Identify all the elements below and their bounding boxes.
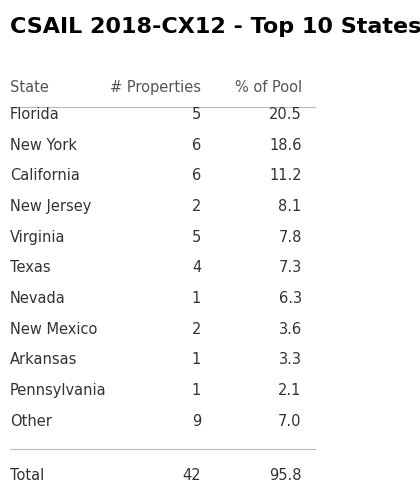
Text: # Properties: # Properties (110, 80, 201, 95)
Text: % of Pool: % of Pool (234, 80, 302, 95)
Text: CSAIL 2018-CX12 - Top 10 States: CSAIL 2018-CX12 - Top 10 States (10, 17, 420, 37)
Text: 5: 5 (192, 230, 201, 244)
Text: Virginia: Virginia (10, 230, 65, 244)
Text: New Jersey: New Jersey (10, 199, 91, 214)
Text: 18.6: 18.6 (269, 138, 302, 153)
Text: Florida: Florida (10, 107, 60, 122)
Text: 8.1: 8.1 (278, 199, 302, 214)
Text: 1: 1 (192, 291, 201, 306)
Text: Arkansas: Arkansas (10, 352, 77, 367)
Text: Total: Total (10, 468, 44, 483)
Text: 6: 6 (192, 169, 201, 184)
Text: Nevada: Nevada (10, 291, 66, 306)
Text: 6: 6 (192, 138, 201, 153)
Text: 7.8: 7.8 (278, 230, 302, 244)
Text: 2: 2 (192, 321, 201, 337)
Text: Pennsylvania: Pennsylvania (10, 383, 106, 398)
Text: 2: 2 (192, 199, 201, 214)
Text: 3.6: 3.6 (278, 321, 302, 337)
Text: California: California (10, 169, 80, 184)
Text: 9: 9 (192, 413, 201, 429)
Text: Other: Other (10, 413, 52, 429)
Text: 5: 5 (192, 107, 201, 122)
Text: New York: New York (10, 138, 77, 153)
Text: 11.2: 11.2 (269, 169, 302, 184)
Text: 42: 42 (182, 468, 201, 483)
Text: 7.0: 7.0 (278, 413, 302, 429)
Text: State: State (10, 80, 49, 95)
Text: 2.1: 2.1 (278, 383, 302, 398)
Text: 3.3: 3.3 (278, 352, 302, 367)
Text: 20.5: 20.5 (269, 107, 302, 122)
Text: 1: 1 (192, 352, 201, 367)
Text: 1: 1 (192, 383, 201, 398)
Text: 4: 4 (192, 261, 201, 275)
Text: 95.8: 95.8 (269, 468, 302, 483)
Text: 7.3: 7.3 (278, 261, 302, 275)
Text: New Mexico: New Mexico (10, 321, 97, 337)
Text: Texas: Texas (10, 261, 50, 275)
Text: 6.3: 6.3 (278, 291, 302, 306)
